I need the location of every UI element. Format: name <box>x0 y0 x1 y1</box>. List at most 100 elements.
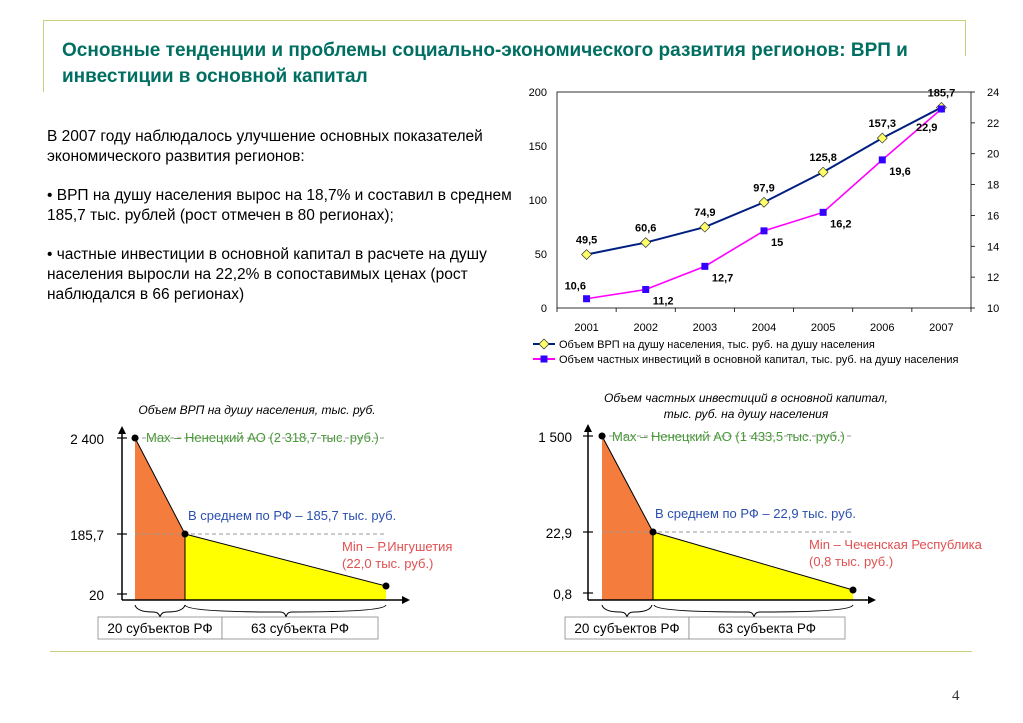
legend-marker-investments <box>540 355 548 363</box>
left-tick-label: 150 <box>529 141 547 153</box>
grp-max-annotation: Max – Ненецкий АО (2 318,7 тыс. руб.) <box>146 430 379 445</box>
paragraph-grp: • ВРП на душу населения вырос на 18,7% и… <box>47 187 512 224</box>
investment-point <box>878 156 886 164</box>
right-tick-label: 10 <box>987 303 999 315</box>
line-series-group: 49,5 60,6 74,9 97,9 125,8 157,3 185,7 10,6 11,2 1… <box>565 87 956 307</box>
grp-min-point <box>382 582 390 590</box>
right-tick-label: 20 <box>987 149 999 161</box>
paragraph-intro: В 2007 году наблюдалось улучшение основн… <box>47 128 483 165</box>
grp-segment-label-rest63: 63 субъекта РФ <box>251 621 349 636</box>
grp-segment-rest63 <box>185 534 386 600</box>
inv-min-point <box>849 586 857 594</box>
grp-point <box>758 196 770 208</box>
investment-point <box>583 295 591 303</box>
grp-segment-top20 <box>135 438 185 600</box>
grp-y-axis-arrow <box>118 426 126 434</box>
investment-point <box>819 208 827 216</box>
investment-point <box>642 285 650 293</box>
inv-max-annotation: Max – Ненецкий АО (1 433,5 тыс. руб.) <box>612 429 845 444</box>
right-y-axis: 10 12 14 16 18 20 22 24 <box>971 87 999 315</box>
legend-label-investments: Объем частных инвестиций в основной капи… <box>559 354 959 366</box>
grp-point <box>699 221 711 233</box>
grp-data-label: 49,5 <box>576 235 597 247</box>
grp-point <box>876 132 888 144</box>
grp-data-label: 157,3 <box>869 118 897 130</box>
grp-chart-title: Объем ВРП на душу населения, тыс. руб. <box>138 403 375 417</box>
inv-segment-label-box <box>688 616 846 640</box>
inv-segment-rest63 <box>653 532 853 600</box>
frame-line-right <box>965 20 966 56</box>
investment-data-label: 11,2 <box>653 295 674 307</box>
left-tick-label: 200 <box>529 87 547 99</box>
investment-point <box>760 227 768 235</box>
grp-data-label: 185,7 <box>928 87 956 99</box>
right-tick-label: 24 <box>987 87 999 99</box>
grp-tick-label-min: 20 <box>89 588 104 603</box>
body-text: В 2007 году наблюдалось улучшение основн… <box>47 127 523 324</box>
inv-avg-annotation: В среднем по РФ – 22,9 тыс. руб. <box>655 506 856 521</box>
inv-tick-label-avg: 22,9 <box>546 526 572 541</box>
grp-tick-label-avg: 185,7 <box>70 528 104 543</box>
left-tick-label: 50 <box>535 249 547 261</box>
x-tick-label: 2002 <box>633 322 657 334</box>
x-tick-label: 2003 <box>693 322 717 334</box>
legend-marker-grp <box>538 338 550 350</box>
left-y-axis: 0 50 100 150 200 <box>529 87 547 315</box>
grp-data-label: 74,9 <box>694 207 715 219</box>
x-tick-label: 2004 <box>752 322 776 334</box>
inv-chart-title-line2: тыс. руб. на душу населения <box>664 407 829 421</box>
inv-segment-label-top20: 20 субъектов РФ <box>574 621 679 636</box>
left-tick-label: 0 <box>541 303 547 315</box>
inv-tick-label-min: 0,8 <box>553 587 572 602</box>
grp-tick-label-max: 2 400 <box>70 432 104 447</box>
grp-min-annotation: Min – Р.Ингушетия <box>342 539 452 554</box>
investment-data-label: 12,7 <box>712 272 733 284</box>
inv-curve-rest <box>652 531 854 591</box>
right-tick-label: 14 <box>987 241 999 253</box>
investment-data-label: 10,6 <box>565 281 586 293</box>
frame-line-bottom <box>50 651 972 652</box>
inv-max-point <box>598 432 606 440</box>
grp-curve-rest <box>184 533 387 587</box>
inv-min-annotation-value: (0,8 тыс. руб.) <box>809 554 893 569</box>
grp-data-label: 60,6 <box>635 223 656 235</box>
grp-point <box>581 249 593 260</box>
inv-tick-label-max: 1 500 <box>538 430 572 445</box>
grp-point <box>640 237 652 248</box>
investment-data-label: 15 <box>771 237 783 249</box>
inv-min-annotation: Min – Чеченская Республика <box>809 537 983 552</box>
x-axis: 2001 2002 2003 2004 2005 2006 2007 <box>556 308 972 334</box>
grp-point <box>817 166 829 178</box>
left-tick-label: 100 <box>529 195 547 207</box>
inv-chart-title-line1: Объем частных инвестиций в основной капи… <box>604 391 888 405</box>
legend-label-grp: Объем ВРП на душу населения, тыс. руб. н… <box>559 339 875 351</box>
inv-x-axis-arrow <box>868 596 876 604</box>
right-tick-label: 18 <box>987 180 999 192</box>
investment-point <box>937 105 945 113</box>
grp-curve-top <box>134 437 186 535</box>
frame-line-left <box>43 20 44 92</box>
x-tick-label: 2001 <box>574 322 598 334</box>
grp-distribution-chart: Объем ВРП на душу населения, тыс. руб. 2… <box>70 403 452 640</box>
inv-segment-top20 <box>602 436 653 600</box>
inv-segment-label-rest63: 63 субъекта РФ <box>718 621 816 636</box>
right-tick-label: 16 <box>987 210 999 222</box>
paragraph-investments: • частные инвестиции в основной капитал … <box>47 246 487 303</box>
investment-point <box>701 262 709 270</box>
grp-data-label: 97,9 <box>753 182 774 194</box>
grp-min-annotation-value: (22,0 тыс. руб.) <box>342 556 433 571</box>
x-tick-label: 2007 <box>929 322 953 334</box>
right-tick-label: 22 <box>987 118 999 130</box>
line-chart-legend: Объем ВРП на душу населения, тыс. руб. н… <box>533 338 959 366</box>
x-tick-label: 2006 <box>870 322 894 334</box>
investment-data-label: 19,6 <box>889 166 910 178</box>
grp-segment-label-top20: 20 субъектов РФ <box>107 621 212 636</box>
slide-title: Основные тенденции и проблемы социально-… <box>62 40 908 87</box>
grp-avg-annotation: В среднем по РФ – 185,7 тыс. руб. <box>188 508 396 523</box>
x-tick-label: 2005 <box>811 322 835 334</box>
investment-data-label: 16,2 <box>830 218 851 230</box>
grp-data-label: 125,8 <box>809 152 837 164</box>
grp-max-point <box>131 434 139 442</box>
